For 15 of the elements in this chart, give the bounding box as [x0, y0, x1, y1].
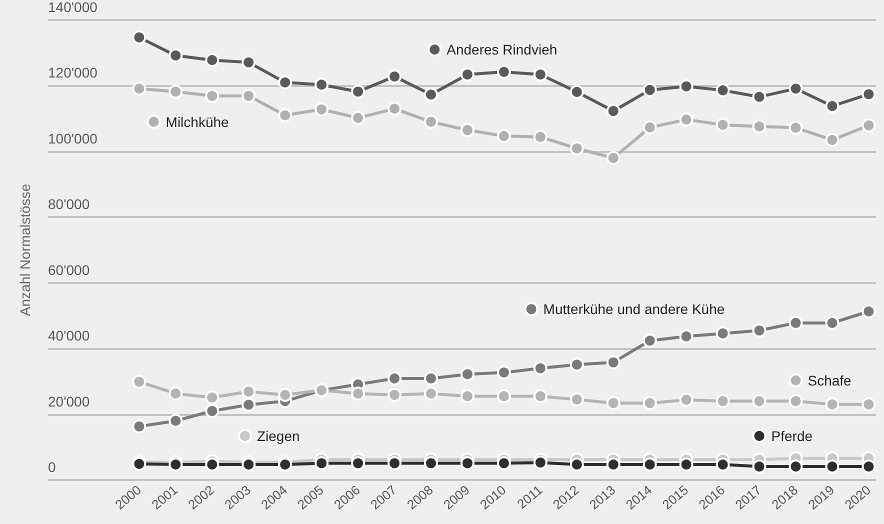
y-tick-label: 80'000 [48, 196, 90, 212]
y-tick-label: 100'000 [48, 130, 98, 146]
legend-label: Mutterkühe und andere Kühe [543, 301, 725, 318]
legend-label: Pferde [771, 428, 813, 444]
y-tick-label: 0 [48, 459, 56, 475]
y-axis-title: Anzahl Normalstösse [17, 184, 33, 316]
y-tick-label: 140'000 [48, 0, 98, 15]
y-tick-label: 120'000 [48, 64, 98, 81]
legend-label: Anderes Rindvieh [446, 42, 558, 58]
legend-label: Ziegen [256, 428, 300, 444]
y-tick-label: 40'000 [48, 328, 90, 344]
legend-label: Milchkühe [166, 114, 230, 130]
y-tick-label: 20'000 [48, 393, 90, 410]
y-tick-label: 60'000 [48, 262, 90, 278]
legend-label: Schafe [808, 372, 852, 388]
